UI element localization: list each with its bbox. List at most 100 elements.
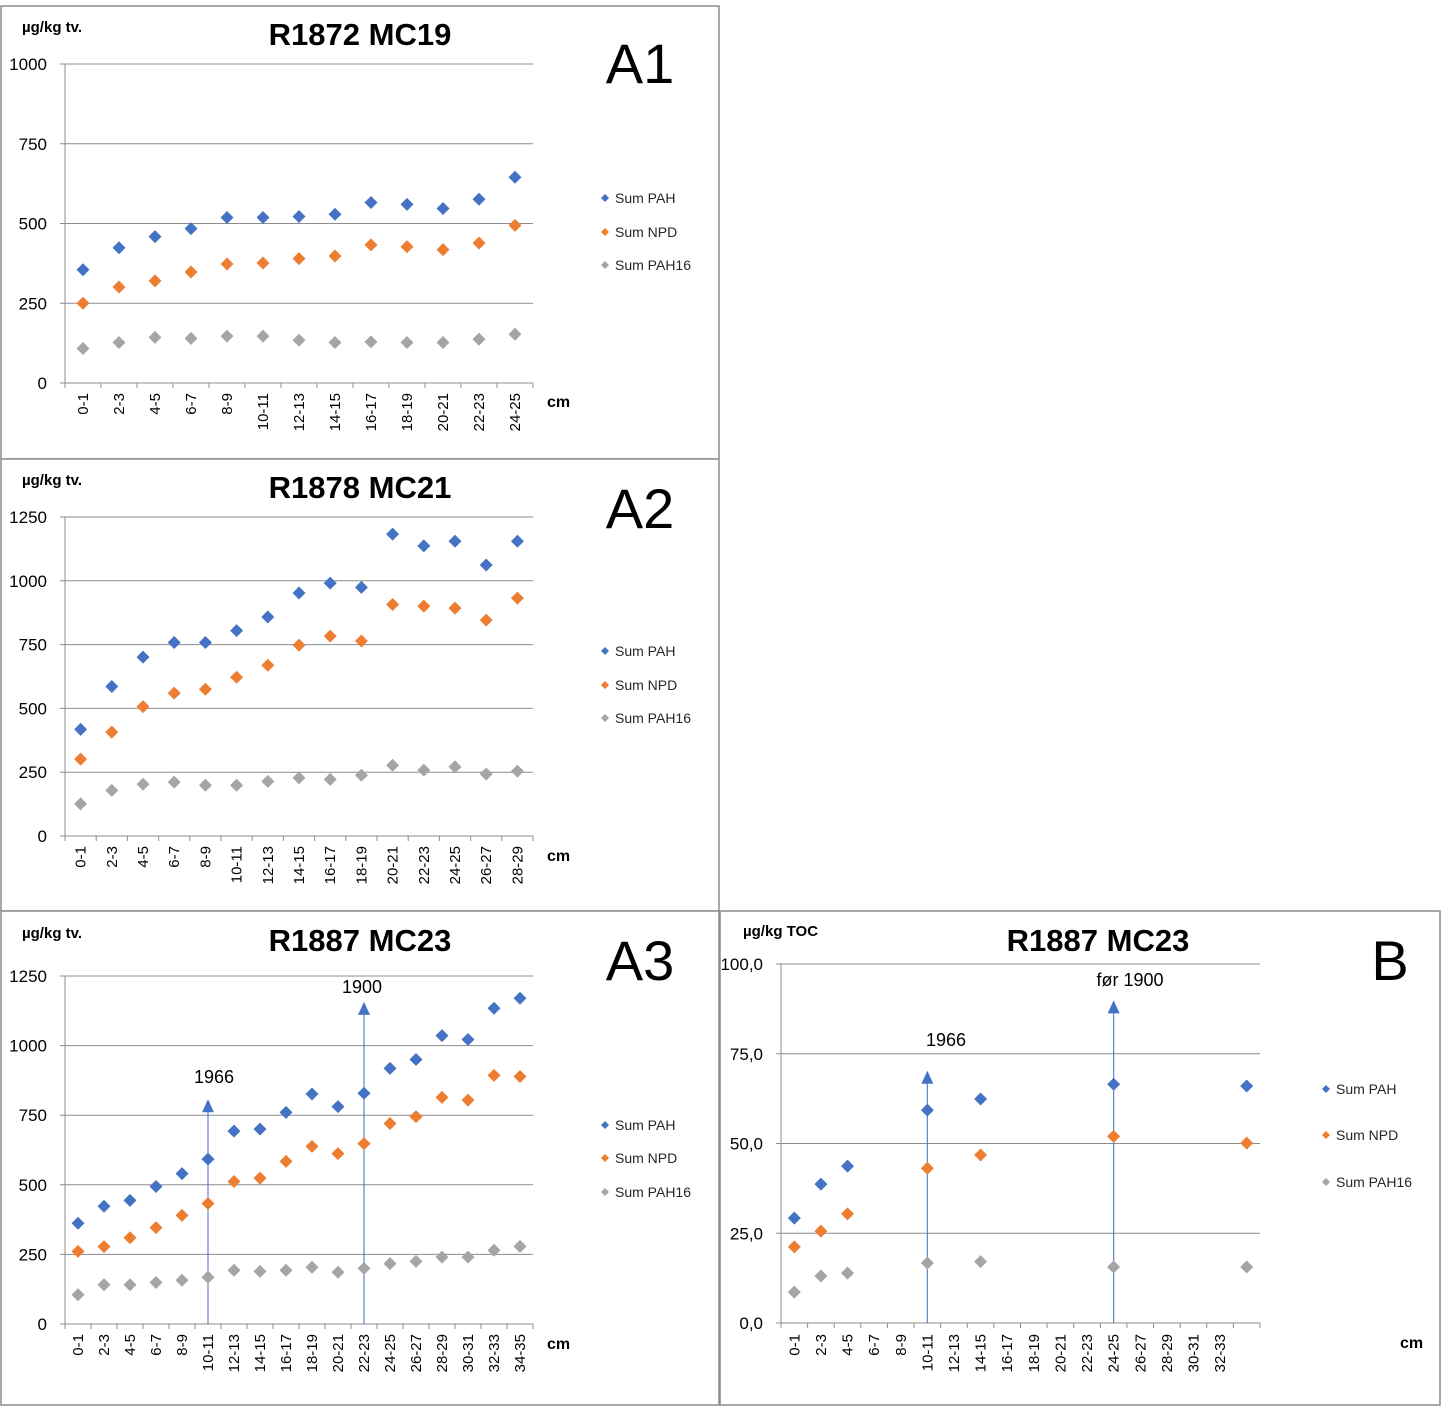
data-point-sum-npd [409,1110,423,1124]
x-tick-label: 10-11 [919,1334,936,1371]
data-point-sum-npd [920,1161,934,1175]
x-tick-label: 16-17 [363,393,380,431]
x-tick-label: 8-9 [174,1334,191,1356]
x-tick-label: 18-19 [353,846,370,884]
data-point-sum-pah [461,1032,475,1046]
data-point-sum-pah16 [256,329,270,343]
data-point-sum-npd [386,598,400,612]
data-point-sum-npd [97,1240,111,1254]
y-tick-label: 75,0 [730,1045,763,1064]
data-point-sum-pah [436,202,450,216]
data-point-sum-pah [227,1124,241,1138]
data-point-sum-pah [220,210,234,224]
x-tick-label: 12-13 [226,1334,243,1372]
data-point-sum-pah16 [508,327,522,341]
data-point-sum-pah [198,636,212,650]
y-tick-label: 100,0 [720,955,763,974]
data-point-sum-pah [1240,1079,1254,1093]
data-point-sum-pah [123,1193,137,1207]
data-point-sum-npd [123,1231,137,1245]
legend-marker-sum-pah16 [601,1188,609,1196]
data-point-sum-pah16 [292,333,306,347]
data-point-sum-pah16 [105,783,119,797]
data-point-sum-pah16 [920,1256,934,1270]
data-point-sum-pah16 [814,1269,828,1283]
x-tick-label: 0-1 [73,846,90,868]
x-tick-label: 22-23 [471,393,488,431]
data-point-sum-npd [253,1171,267,1185]
data-point-sum-pah [305,1087,319,1101]
data-point-sum-pah16 [472,332,486,346]
data-point-sum-pah [331,1100,345,1114]
data-point-sum-npd [435,1090,449,1104]
legend-marker-sum-pah [1322,1085,1330,1093]
chart-title: R1872 MC19 [269,17,452,52]
data-point-sum-pah [472,192,486,206]
data-point-sum-npd [841,1207,855,1221]
data-point-sum-pah16 [305,1260,319,1274]
data-point-sum-pah16 [364,335,378,349]
y-tick-label: 1250 [9,508,47,527]
x-tick-label: 34-35 [512,1334,529,1372]
data-point-sum-pah [292,209,306,223]
data-point-sum-npd [220,257,234,271]
legend-marker-sum-pah16 [1322,1178,1330,1186]
x-tick-label: 16-17 [278,1334,295,1372]
x-tick-label: 4-5 [122,1334,139,1356]
data-point-sum-npd [198,682,212,696]
x-tick-label: 10-11 [200,1334,217,1371]
y-axis-unit-label: µg/kg TOC [743,923,818,940]
panel-frame [0,910,720,1406]
data-point-sum-pah16 [136,777,150,791]
data-point-sum-pah16 [357,1261,371,1275]
chart-panel-a2: 0 250 500 750 1000 1250 0-1 2-3 4-5 6-7 8-9 10-11 12… [0,458,720,912]
data-point-sum-npd [974,1148,988,1162]
x-tick-label: 8-9 [197,846,214,868]
data-point-sum-pah16 [409,1254,423,1268]
data-point-sum-pah16 [261,774,275,788]
legend-marker-sum-pah16 [601,714,609,722]
data-point-sum-npd [436,243,450,257]
legend-label: Sum NPD [615,677,677,693]
data-point-sum-pah [920,1103,934,1117]
data-point-sum-pah [448,534,462,548]
y-tick-label: 1250 [9,967,47,986]
y-tick-label: 250 [19,763,47,782]
annotation-arrowhead [921,1070,934,1084]
data-point-sum-npd [323,629,337,643]
y-tick-label: 250 [19,294,47,313]
data-point-sum-pah [400,197,414,211]
data-point-sum-pah16 [510,764,524,778]
data-point-sum-pah16 [227,1263,241,1277]
x-tick-label: 12-13 [260,846,277,884]
data-point-sum-npd [461,1093,475,1107]
x-tick-label: 28-29 [509,846,526,884]
y-axis-unit-label: µg/kg tv. [22,925,82,942]
data-point-sum-npd [1240,1136,1254,1150]
y-tick-label: 1000 [9,572,47,591]
data-point-sum-npd [261,658,275,672]
legend-marker-sum-npd [1322,1131,1330,1139]
x-tick-label: 32-33 [486,1334,503,1372]
data-point-sum-pah [814,1177,828,1191]
data-point-sum-pah16 [220,329,234,343]
data-point-sum-npd [201,1196,215,1210]
data-point-sum-pah16 [167,775,181,789]
data-point-sum-npd [136,700,150,714]
annotation-label: 1900 [342,977,382,997]
y-tick-label: 750 [19,135,47,154]
data-point-sum-pah [74,722,88,736]
legend-label: Sum PAH [615,1117,675,1133]
data-point-sum-npd [292,252,306,266]
data-point-sum-npd [105,725,119,739]
data-point-sum-npd [167,686,181,700]
data-point-sum-pah16 [435,1250,449,1264]
data-point-sum-pah [1107,1077,1121,1091]
data-point-sum-npd [148,274,162,288]
x-tick-label: 20-21 [330,1334,347,1372]
data-point-sum-pah16 [479,767,493,781]
annotation-label: 1966 [926,1030,966,1050]
x-tick-label: 12-13 [291,393,308,431]
y-tick-label: 750 [19,1106,47,1125]
